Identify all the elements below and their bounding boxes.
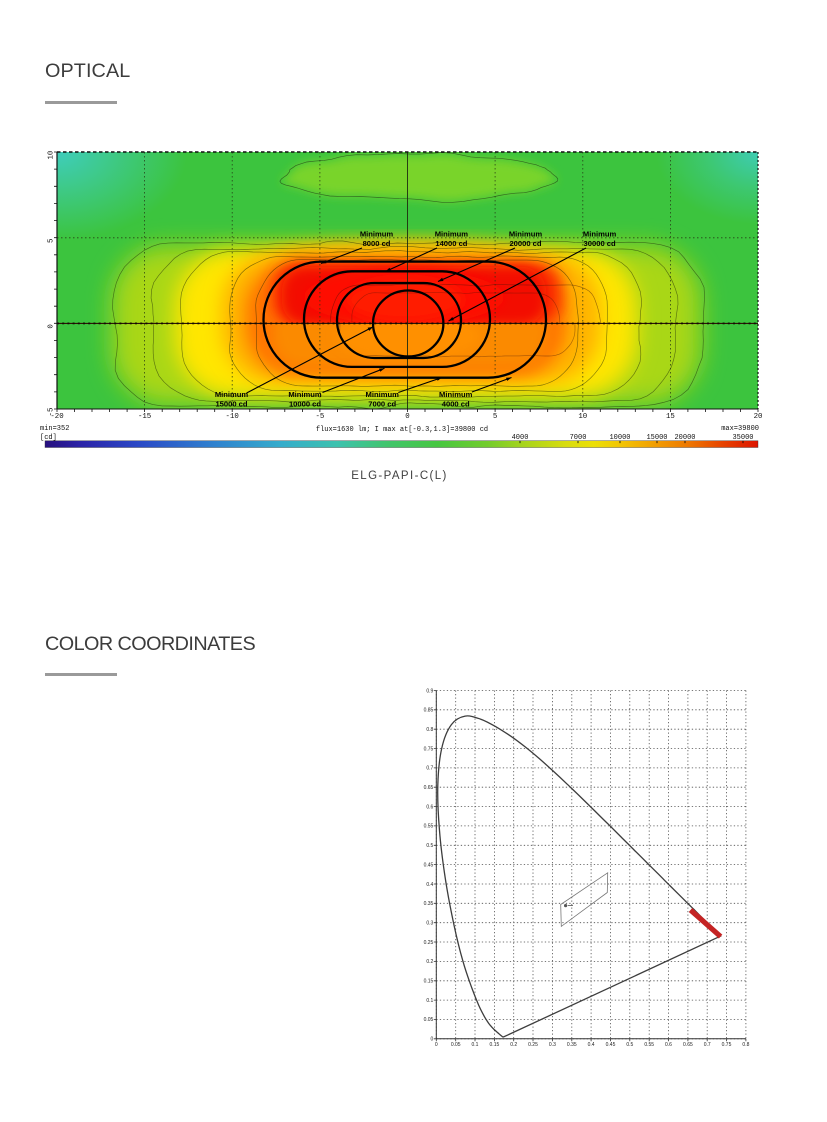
svg-text:0.8: 0.8 (426, 727, 433, 733)
svg-text:0.35: 0.35 (424, 901, 434, 907)
svg-text:0.85: 0.85 (424, 708, 434, 714)
svg-text:0.25: 0.25 (424, 940, 434, 946)
svg-text:0.75: 0.75 (722, 1042, 732, 1048)
svg-text:0.45: 0.45 (424, 862, 434, 868)
svg-text:0.15: 0.15 (490, 1042, 500, 1048)
svg-text:Minimum: Minimum (366, 390, 400, 399)
svg-text:max=39800: max=39800 (721, 425, 759, 433)
svg-text:10: 10 (48, 151, 56, 160)
svg-text:35000: 35000 (732, 434, 753, 442)
svg-text:0.6: 0.6 (665, 1042, 672, 1048)
svg-text:5: 5 (493, 413, 497, 421)
svg-text:0.65: 0.65 (683, 1042, 693, 1048)
svg-text:[cd]: [cd] (40, 434, 57, 442)
svg-text:0.05: 0.05 (424, 1017, 434, 1023)
svg-text:flux=1630 lm; I max at[-0.3,1.: flux=1630 lm; I max at[-0.3,1.3]=39800 c… (316, 426, 488, 434)
svg-text:0.7: 0.7 (426, 766, 433, 772)
svg-text:0.45: 0.45 (606, 1042, 616, 1048)
svg-text:20000 cd: 20000 cd (509, 239, 541, 248)
svg-text:Minimum: Minimum (509, 230, 543, 239)
svg-text:0.65: 0.65 (424, 785, 434, 791)
svg-text:0: 0 (435, 1042, 438, 1048)
svg-text:0.05: 0.05 (451, 1042, 461, 1048)
svg-text:0: 0 (431, 1037, 434, 1043)
svg-text:20: 20 (754, 413, 763, 421)
svg-text:0.4: 0.4 (588, 1042, 595, 1048)
svg-text:14000 cd: 14000 cd (435, 239, 467, 248)
svg-text:0.3: 0.3 (549, 1042, 556, 1048)
svg-text:0.25: 0.25 (528, 1042, 538, 1048)
svg-text:30000 cd: 30000 cd (584, 239, 616, 248)
svg-text:15: 15 (666, 413, 675, 421)
svg-text:8000 cd: 8000 cd (363, 239, 391, 248)
svg-text:Minimum: Minimum (583, 230, 617, 239)
svg-text:0.15: 0.15 (424, 979, 434, 985)
svg-text:10000: 10000 (609, 434, 630, 442)
svg-text:-20: -20 (50, 413, 63, 421)
svg-text:0.3: 0.3 (426, 921, 433, 927)
svg-text:4000: 4000 (512, 434, 529, 442)
svg-text:0.75: 0.75 (424, 746, 434, 752)
svg-text:Minimum: Minimum (215, 390, 249, 399)
svg-text:0.1: 0.1 (472, 1042, 479, 1048)
svg-text:15000: 15000 (646, 434, 667, 442)
svg-text:-10: -10 (226, 413, 239, 421)
svg-text:10000 cd: 10000 cd (289, 400, 321, 409)
svg-text:-5: -5 (48, 408, 56, 417)
svg-text:0.9: 0.9 (426, 688, 433, 694)
svg-text:Minimum: Minimum (288, 390, 322, 399)
svg-text:5: 5 (48, 239, 56, 243)
svg-text:0.5: 0.5 (426, 843, 433, 849)
svg-text:0.5: 0.5 (626, 1042, 633, 1048)
svg-text:0.55: 0.55 (424, 824, 434, 830)
svg-text:4000 cd: 4000 cd (442, 400, 470, 409)
svg-text:0: 0 (405, 413, 409, 421)
svg-text:Minimum: Minimum (435, 230, 469, 239)
svg-text:0.1: 0.1 (426, 998, 433, 1004)
svg-text:min=352: min=352 (40, 425, 69, 433)
svg-text:0.8: 0.8 (742, 1042, 749, 1048)
svg-text:0.35: 0.35 (567, 1042, 577, 1048)
svg-text:0.6: 0.6 (426, 804, 433, 810)
svg-text:7000: 7000 (570, 434, 587, 442)
svg-text:7000 cd: 7000 cd (368, 400, 396, 409)
svg-text:-15: -15 (138, 413, 151, 421)
svg-text:20000: 20000 (674, 434, 695, 442)
svg-text:-5: -5 (315, 413, 324, 421)
svg-text:0.2: 0.2 (426, 959, 433, 965)
svg-text:0.55: 0.55 (644, 1042, 654, 1048)
svg-text:Minimum: Minimum (360, 230, 394, 239)
svg-text:15000 cd: 15000 cd (215, 400, 247, 409)
svg-text:10: 10 (578, 413, 587, 421)
svg-text:0.2: 0.2 (510, 1042, 517, 1048)
svg-text:0: 0 (48, 324, 56, 328)
svg-text:Minimum: Minimum (439, 390, 473, 399)
svg-text:0.7: 0.7 (704, 1042, 711, 1048)
svg-text:0.4: 0.4 (426, 882, 433, 888)
